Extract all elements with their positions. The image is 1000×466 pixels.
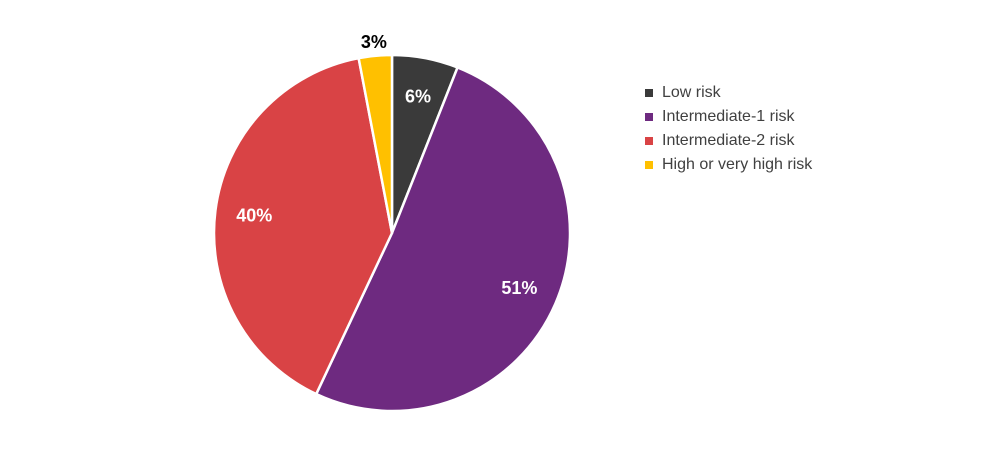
legend-swatch [645, 89, 653, 97]
data-label-low-risk: 6% [405, 87, 431, 107]
data-label-intermediate-1-risk: 51% [501, 278, 537, 298]
pie-slices [212, 53, 572, 413]
legend-label: Intermediate-1 risk [662, 108, 795, 125]
legend-label: High or very high risk [662, 156, 813, 173]
legend: Low risk Intermediate-1 risk Intermediat… [645, 81, 812, 177]
legend-label: Low risk [662, 84, 721, 101]
pie-slice-intermediate-1-risk [314, 66, 572, 413]
legend-swatch [645, 137, 653, 145]
legend-item-intermediate-1-risk: Intermediate-1 risk [645, 105, 812, 129]
data-label-intermediate-2-risk: 40% [236, 206, 272, 226]
legend-item-low-risk: Low risk [645, 81, 812, 105]
legend-swatch [645, 113, 653, 121]
data-label-high-or-very-high-risk: 3% [361, 32, 387, 52]
legend-label: Intermediate-2 risk [662, 132, 795, 149]
legend-swatch [645, 161, 653, 169]
legend-item-high-risk: High or very high risk [645, 153, 812, 177]
legend-item-intermediate-2-risk: Intermediate-2 risk [645, 129, 812, 153]
pie-slice-intermediate-2-risk [212, 56, 394, 396]
pie-slice-high-or-very-high-risk [357, 53, 394, 235]
pie-data-labels: 6% 51% 40% 3% [236, 32, 537, 298]
